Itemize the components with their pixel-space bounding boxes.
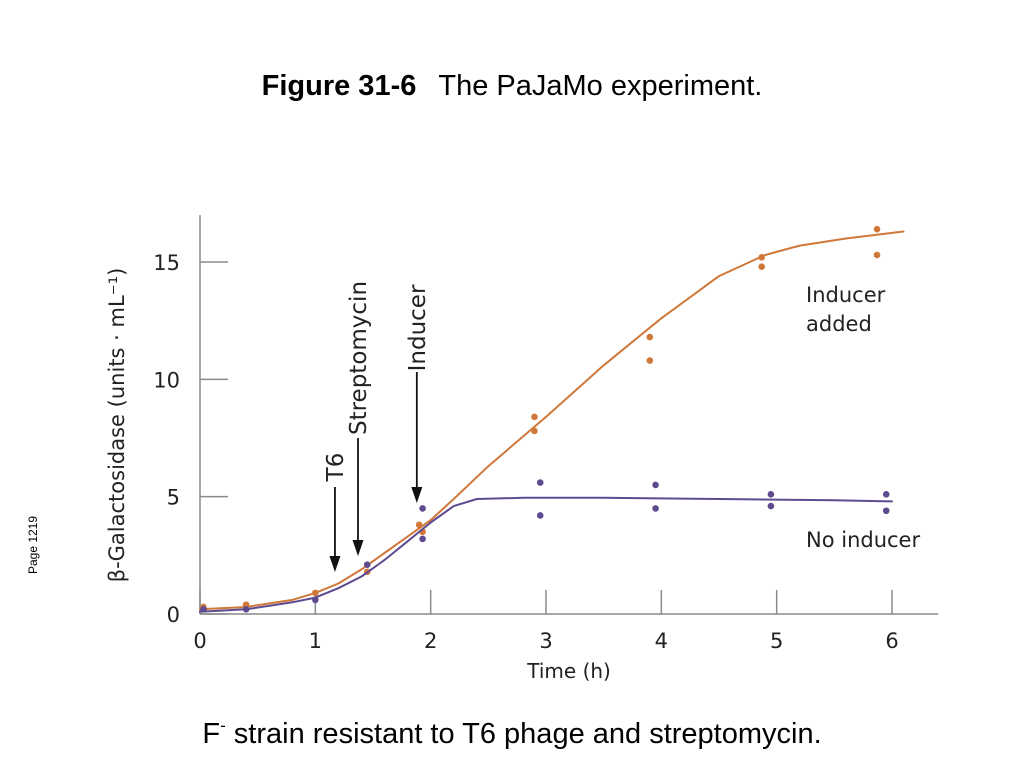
annotation-label: Streptomycin	[346, 281, 372, 435]
caption-prefix: F	[202, 718, 221, 750]
data-point	[419, 505, 426, 512]
pajamo-chart: 0 5 10 15 0 1 2 3 4 5 6 Time (h) β-Galactosidase …	[105, 215, 939, 683]
data-point	[531, 413, 538, 421]
data-point	[646, 357, 654, 364]
x-tick-label: 2	[424, 629, 437, 653]
data-point	[419, 535, 426, 543]
data-point	[312, 596, 319, 604]
x-tick-label: 6	[885, 629, 898, 653]
data-point	[882, 491, 890, 498]
data-point	[652, 505, 659, 512]
y-tick-label: 10	[153, 368, 180, 392]
data-point	[536, 512, 544, 519]
series-line-1	[199, 496, 893, 613]
data-point	[873, 251, 881, 259]
annotation-arrow-head	[329, 556, 341, 572]
data-point	[531, 427, 538, 435]
data-point	[200, 606, 207, 613]
data-point	[758, 263, 765, 270]
data-point	[767, 491, 775, 498]
data-point	[758, 254, 765, 261]
series-label: Inducer	[806, 283, 886, 307]
caption-superscript: -	[220, 716, 226, 735]
data-point	[312, 589, 319, 597]
x-tick-label: 3	[539, 629, 552, 653]
annotation-label: T6	[323, 453, 349, 483]
annotation-arrow-head	[352, 540, 364, 556]
figure-label: Figure 31-6	[261, 70, 417, 102]
figure-caption: F- strain resistant to T6 phage and stre…	[0, 706, 1024, 754]
annotation-arrow-head	[411, 487, 423, 503]
y-axis-label: β-Galactosidase (units · mL⁻¹)	[105, 268, 129, 583]
series-label: added	[806, 312, 872, 336]
data-point	[652, 481, 659, 489]
caption-text: strain resistant to T6 phage and strepto…	[225, 718, 822, 750]
x-tick-label: 5	[770, 629, 783, 653]
axes: 0 5 10 15 0 1 2 3 4 5 6	[153, 215, 939, 653]
data-point	[536, 479, 544, 486]
series-label: No inducer	[806, 528, 920, 552]
x-tick-label: 1	[309, 629, 322, 653]
figure-title-text: The PaJaMo experiment.	[438, 70, 763, 102]
series-line-0	[199, 230, 905, 611]
data-point	[242, 606, 250, 613]
data-point	[882, 507, 890, 515]
y-tick-label: 5	[167, 486, 180, 510]
annotation-label: Inducer	[405, 284, 431, 371]
y-tick-label: 15	[153, 251, 180, 275]
data-point	[646, 333, 654, 341]
y-tick-label: 0	[167, 603, 180, 627]
data-point	[767, 502, 775, 510]
x-tick-label: 4	[655, 629, 668, 653]
data-point	[415, 521, 423, 529]
x-axis-label: Time (h)	[526, 659, 611, 683]
data-point	[242, 601, 250, 608]
figure-title: Figure 31-6 The PaJaMo experiment.	[0, 66, 1024, 106]
data-point	[363, 561, 371, 569]
x-tick-label: 0	[193, 629, 206, 653]
data-point	[873, 225, 881, 233]
